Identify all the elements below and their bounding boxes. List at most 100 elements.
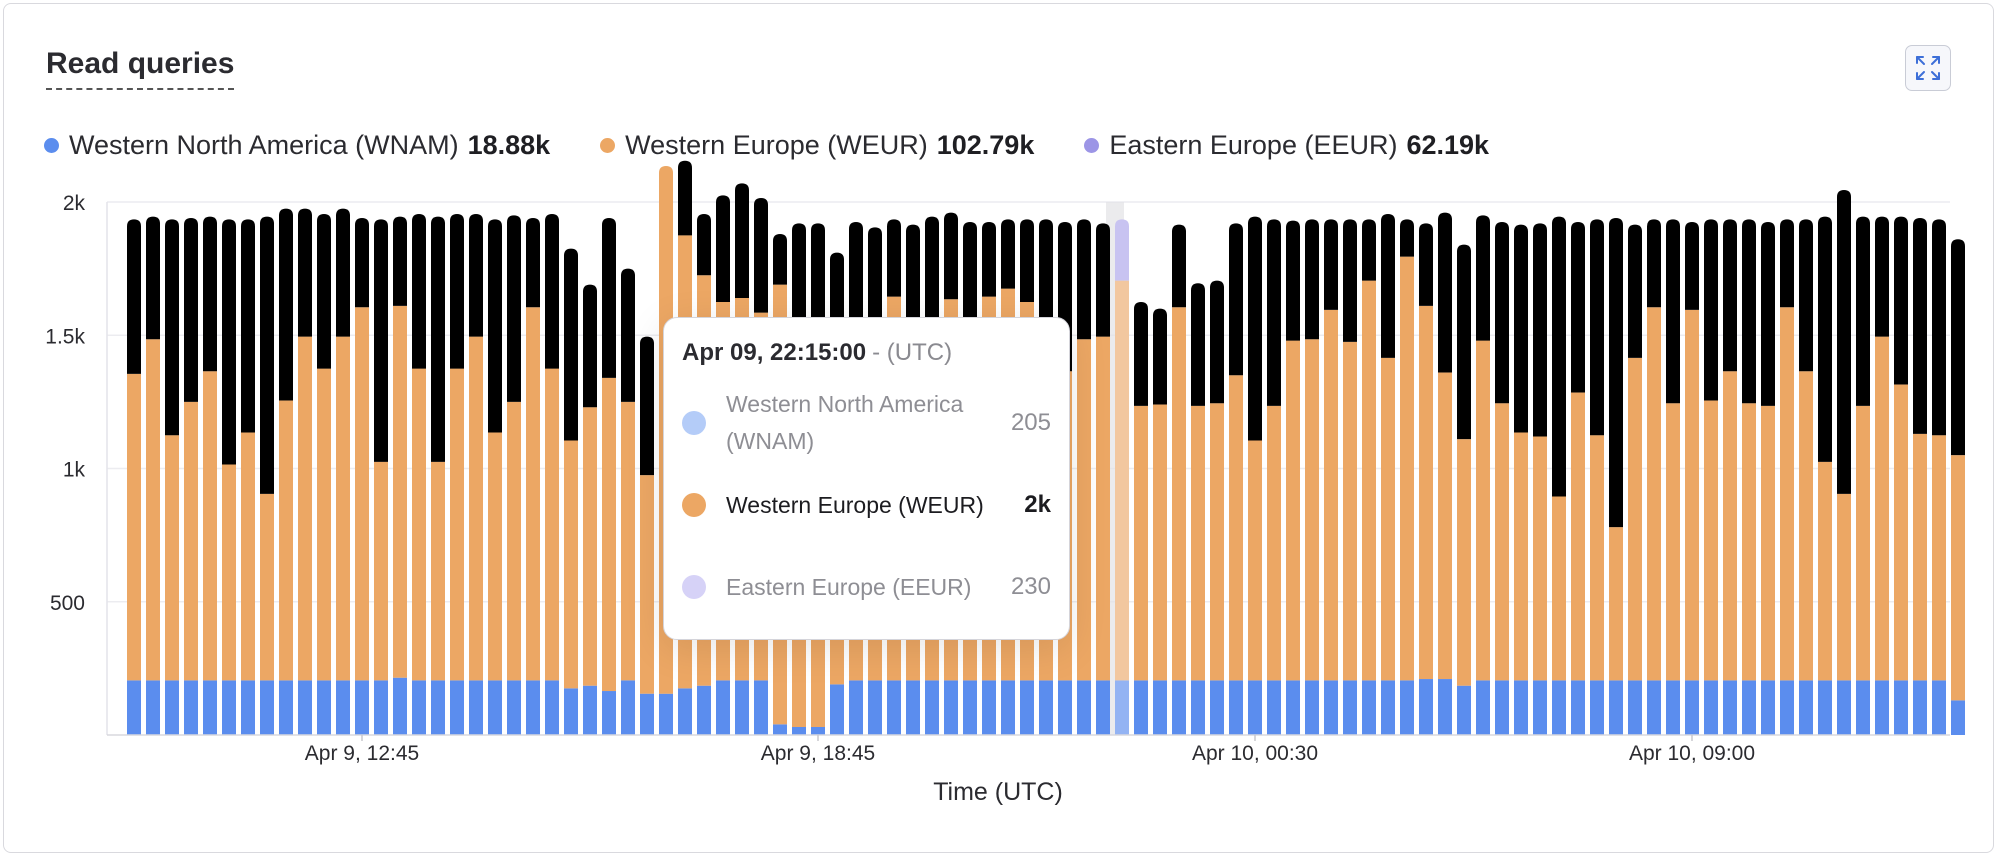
bar-segment-eeur: [868, 227, 882, 342]
bar-segment-wnam: [279, 680, 293, 735]
bar-segment-eeur: [602, 217, 616, 378]
bar-segment-wnam: [621, 680, 635, 735]
tooltip-label-eeur: Eastern Europe (EEUR): [726, 573, 972, 600]
bar-segment-weur: [203, 371, 217, 681]
bar-segment-wnam: [1020, 680, 1034, 735]
bar-segment-wnam: [1647, 680, 1661, 735]
bar-segment-wnam: [1115, 680, 1129, 735]
bar-segment-wnam: [393, 677, 407, 735]
tooltip-dot-eeur: [682, 575, 706, 599]
bar-segment-eeur: [260, 216, 274, 494]
bar-segment-wnam: [165, 680, 179, 735]
bar-segment-eeur: [811, 223, 825, 336]
bar-segment-weur: [526, 307, 540, 681]
bar-segment-eeur: [1571, 221, 1585, 393]
bar-segment-wnam: [716, 680, 730, 735]
bar-segment-eeur: [317, 213, 331, 369]
bar-segment-wnam: [735, 680, 749, 735]
legend-value-weur: 102.79k: [936, 130, 1035, 160]
bar-segment-eeur: [697, 213, 711, 276]
bar-segment-wnam: [1609, 680, 1623, 735]
bar-segment-wnam: [925, 680, 939, 735]
bar-segment-wnam: [659, 693, 673, 735]
bar-segment-wnam: [1666, 680, 1680, 735]
legend-value-wnam: 18.88k: [467, 130, 551, 160]
bar-segment-eeur: [1039, 219, 1053, 318]
x-tick-label: Apr 9, 18:45: [761, 742, 875, 765]
bar-segment-wnam: [811, 727, 825, 735]
bar-segment-wnam: [1267, 680, 1281, 735]
bar-segment-wnam: [241, 680, 255, 735]
bar-segment-weur: [1742, 403, 1756, 681]
bar-segment-eeur: [1001, 219, 1015, 289]
bar-segment-eeur: [336, 208, 350, 337]
tooltip-dot-weur: [682, 493, 706, 517]
bar-segment-wnam: [526, 680, 540, 735]
bar-segment-eeur: [1286, 220, 1300, 341]
bar-segment-weur: [1571, 392, 1585, 681]
bar-segment-eeur: [222, 219, 236, 465]
bar-segment-wnam: [450, 680, 464, 735]
panel-title[interactable]: Read queries: [46, 46, 235, 90]
bar-segment-wnam: [1514, 680, 1528, 735]
bar-segment-weur: [1172, 307, 1186, 681]
bar-segment-weur: [165, 435, 179, 681]
bar-segment-wnam: [1096, 680, 1110, 735]
bar-segment-wnam: [1894, 680, 1908, 735]
bar-segment-eeur: [431, 216, 445, 462]
bar-segment-eeur: [1419, 223, 1433, 306]
bar-segment-wnam: [336, 680, 350, 735]
legend-item-wnam[interactable]: Western North America (WNAM) 18.88k: [44, 130, 550, 161]
bar-segment-wnam: [1077, 680, 1091, 735]
bar-segment-eeur: [165, 219, 179, 436]
bar-segment-weur: [545, 368, 559, 681]
bar-segment-wnam: [1913, 680, 1927, 735]
bar-segment-eeur: [1875, 216, 1889, 337]
tooltip-value-wnam: 205: [1010, 409, 1051, 436]
bar-segment-eeur: [146, 216, 160, 340]
bar-segment-eeur: [640, 336, 654, 476]
bar-segment-eeur: [450, 213, 464, 369]
bar-segment-weur: [583, 407, 597, 686]
bar-segment-wnam: [1495, 680, 1509, 735]
bar-segment-wnam: [1875, 680, 1889, 735]
bar-segment-weur: [1115, 280, 1129, 681]
tooltip-label-wnam: Western North America (WNAM): [726, 391, 964, 454]
bar-segment-wnam: [222, 680, 236, 735]
bar-segment-weur: [279, 400, 293, 681]
bar-segment-weur: [507, 401, 521, 681]
bar-segment-weur: [1229, 375, 1243, 681]
bar-segment-eeur: [1324, 219, 1338, 310]
bar-segment-eeur: [1818, 216, 1832, 462]
bar-segment-eeur: [298, 208, 312, 337]
bar-segment-eeur: [1552, 216, 1566, 497]
bar-segment-weur: [1457, 439, 1471, 686]
legend-item-eeur[interactable]: Eastern Europe (EEUR) 62.19k: [1084, 130, 1489, 161]
bar-segment-weur: [127, 373, 141, 681]
bar-segment-weur: [1343, 341, 1357, 681]
bar-segment-weur: [488, 432, 502, 681]
bar-segment-wnam: [1932, 680, 1946, 735]
bar-segment-weur: [355, 307, 369, 681]
bar-segment-eeur: [1666, 219, 1680, 404]
bar-segment-eeur: [1932, 219, 1946, 436]
bar-segment-wnam: [1476, 680, 1490, 735]
bar-segment-wnam: [298, 680, 312, 735]
expand-button[interactable]: [1905, 45, 1951, 91]
bar-segment-wnam: [1343, 680, 1357, 735]
bar-segment-weur: [469, 336, 483, 681]
bar-segment-wnam: [849, 680, 863, 735]
bar-segment-eeur: [982, 221, 996, 297]
bar-segment-wnam: [982, 680, 996, 735]
bar-segment-wnam: [830, 684, 844, 735]
legend-label-weur: Western Europe (WEUR): [625, 130, 928, 160]
bar-segment-wnam: [1134, 680, 1148, 735]
bar-segment-eeur: [1115, 219, 1129, 281]
bar-segment-weur: [1875, 336, 1889, 681]
bar-segment-wnam: [469, 680, 483, 735]
bar-segment-wnam: [963, 680, 977, 735]
y-tick-label: 500: [50, 592, 85, 615]
legend-item-weur[interactable]: Western Europe (WEUR) 102.79k: [600, 130, 1034, 161]
tooltip-timezone: - (UTC): [872, 339, 953, 366]
bar-segment-wnam: [1780, 680, 1794, 735]
